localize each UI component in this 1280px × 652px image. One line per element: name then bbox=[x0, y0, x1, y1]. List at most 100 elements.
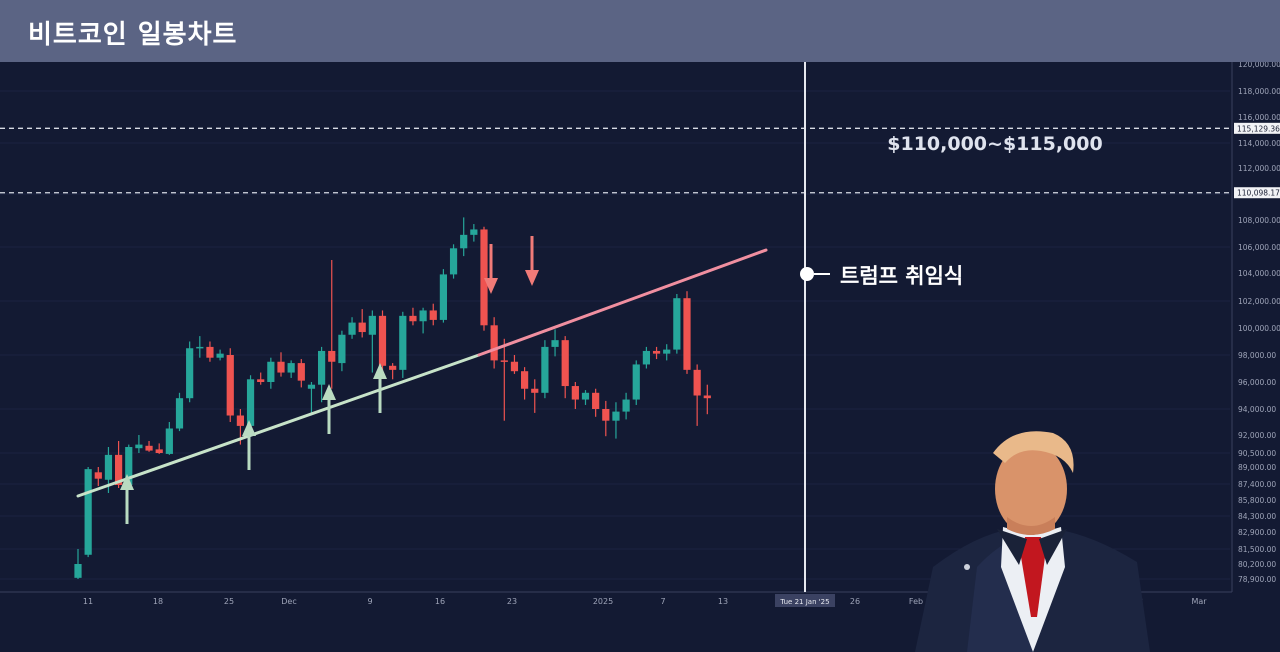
x-tick-label: Tue 21 Jan '25 bbox=[779, 598, 829, 606]
y-tick-label: 80,200.00 bbox=[1238, 560, 1276, 569]
annotation-arrows bbox=[120, 236, 539, 524]
y-tick-label: 94,000.00 bbox=[1238, 405, 1276, 414]
candle-body bbox=[551, 340, 559, 347]
candle-body bbox=[419, 310, 427, 322]
y-tick-label: 108,000.00 bbox=[1238, 216, 1280, 225]
up-arrow-head bbox=[242, 420, 256, 436]
y-tick-label: 120,000.00 bbox=[1238, 62, 1280, 69]
candles bbox=[74, 217, 711, 579]
y-tick-label: 104,000.00 bbox=[1238, 269, 1280, 278]
candle-body bbox=[145, 445, 153, 451]
x-tick-label: 25 bbox=[224, 597, 234, 606]
up-arrow-shaft bbox=[378, 376, 382, 413]
candle-body bbox=[571, 386, 579, 400]
candle-body bbox=[500, 360, 508, 362]
candle-body bbox=[318, 350, 326, 385]
candle-body bbox=[328, 350, 336, 362]
candle-body bbox=[378, 315, 387, 366]
candle-body bbox=[642, 350, 650, 365]
x-tick-label: 7 bbox=[660, 597, 665, 606]
candle-body bbox=[155, 449, 163, 453]
candle-body bbox=[348, 322, 356, 335]
up-arrow-shaft bbox=[247, 433, 251, 470]
resistance-trend-line bbox=[477, 248, 768, 357]
chart-header: 비트코인 일봉차트 bbox=[0, 0, 1280, 62]
x-tick-label: 26 bbox=[850, 597, 860, 606]
x-tick-label: Feb bbox=[909, 597, 923, 606]
candle-body bbox=[429, 310, 437, 320]
candle-body bbox=[602, 409, 610, 421]
price-level-tag bbox=[1234, 122, 1280, 134]
candle-body bbox=[581, 392, 590, 400]
candle-body bbox=[236, 415, 244, 426]
person-photo bbox=[915, 431, 1150, 652]
y-tick-label: 96,000.00 bbox=[1238, 378, 1276, 387]
x-tick-label: 2025 bbox=[593, 597, 613, 606]
down-arrow-head bbox=[484, 278, 498, 294]
candle-body bbox=[622, 399, 630, 412]
candle-body bbox=[257, 379, 265, 382]
candle-body bbox=[216, 353, 224, 358]
candle-body bbox=[307, 384, 316, 389]
candle-body bbox=[439, 274, 447, 320]
candle-body bbox=[449, 248, 458, 275]
candle-body bbox=[652, 350, 661, 354]
x-tick-label: 11 bbox=[83, 597, 93, 606]
y-tick-label: 85,800.00 bbox=[1238, 496, 1276, 505]
candle-body bbox=[521, 371, 529, 389]
candle-body bbox=[632, 364, 640, 400]
candle-body bbox=[541, 346, 549, 393]
x-tick-label: 23 bbox=[507, 597, 517, 606]
event-label: 트럼프 취임식 bbox=[840, 264, 963, 288]
candle-body bbox=[460, 234, 468, 249]
price-level-tag-label: 115,129.36 bbox=[1237, 124, 1280, 133]
up-arrow bbox=[242, 420, 256, 470]
x-tick-label: 9 bbox=[367, 597, 372, 606]
trend-lines bbox=[76, 248, 768, 498]
candle-body bbox=[338, 334, 346, 364]
candle-body bbox=[368, 315, 376, 335]
up-arrow-shaft bbox=[125, 487, 129, 524]
up-arrow-head bbox=[120, 474, 134, 490]
grid-lines bbox=[0, 90, 1230, 580]
candle-body bbox=[186, 348, 194, 399]
candle-body bbox=[683, 298, 691, 370]
candle-body bbox=[297, 363, 305, 381]
y-tick-label: 100,000.00 bbox=[1238, 324, 1280, 333]
candle-body bbox=[703, 395, 711, 399]
candle-body bbox=[287, 363, 295, 373]
x-tick-label: 16 bbox=[435, 597, 445, 606]
up-arrow bbox=[322, 384, 336, 434]
y-tick-label: 89,000.00 bbox=[1238, 463, 1276, 472]
y-tick-label: 116,000.00 bbox=[1238, 113, 1280, 122]
candle-body bbox=[196, 346, 204, 349]
y-tick-label: 81,500.00 bbox=[1238, 545, 1276, 554]
event-date-tag bbox=[775, 594, 835, 607]
event-dot bbox=[800, 267, 814, 281]
y-tick-label: 90,500.00 bbox=[1238, 449, 1276, 458]
y-tick-label: 78,900.00 bbox=[1238, 575, 1276, 584]
up-arrow bbox=[120, 474, 134, 524]
y-tick-label: 102,000.00 bbox=[1238, 297, 1280, 306]
candle-body bbox=[389, 365, 397, 370]
candle-body bbox=[74, 564, 82, 578]
down-arrow-shaft bbox=[489, 244, 493, 281]
price-level-tag-label: 110,098.17 bbox=[1237, 189, 1280, 198]
y-tick-label: 92,000.00 bbox=[1238, 431, 1276, 440]
candle-body bbox=[480, 229, 488, 326]
candle-body bbox=[84, 469, 92, 555]
candle-body bbox=[592, 392, 600, 409]
candle-body bbox=[409, 315, 417, 322]
up-arrow bbox=[373, 363, 387, 413]
y-tick-label: 114,000.00 bbox=[1238, 139, 1280, 148]
candle-body bbox=[135, 444, 143, 449]
candle-body bbox=[673, 298, 681, 350]
x-tick-label: Dec bbox=[281, 597, 296, 606]
candle-body bbox=[561, 340, 569, 387]
x-tick-label: 18 bbox=[153, 597, 163, 606]
candle-body bbox=[358, 322, 366, 333]
up-arrow-head bbox=[373, 363, 387, 379]
y-tick-label: 112,000.00 bbox=[1238, 164, 1280, 173]
price-level-lines bbox=[0, 127, 1232, 194]
candle-body bbox=[94, 472, 102, 479]
